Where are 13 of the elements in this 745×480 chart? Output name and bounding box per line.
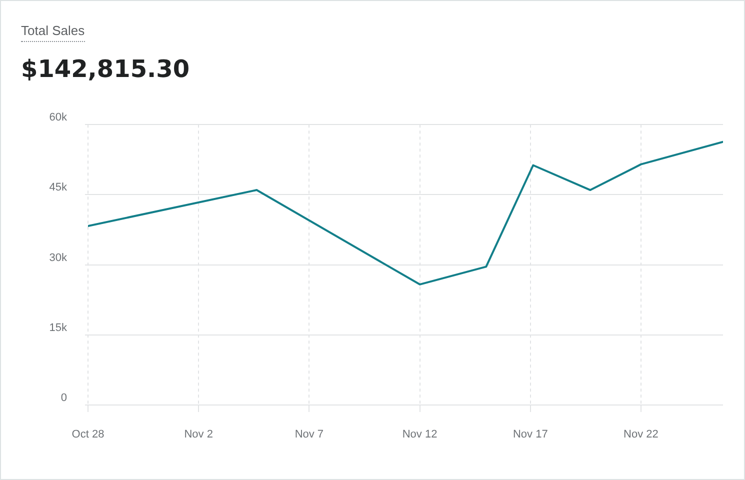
y-tick-label: 15k [49, 322, 68, 334]
y-tick-label: 60k [49, 112, 68, 124]
y-tick-label: 45k [49, 182, 68, 194]
x-tick-label: Nov 17 [512, 428, 548, 441]
y-tick-label: 0 [60, 392, 67, 404]
chart-title: Total Sales [21, 23, 85, 42]
x-tick-label: Nov 2 [184, 428, 213, 441]
x-tick-label: Nov 22 [624, 428, 658, 441]
chart-subtitle: $142,815.30 [21, 54, 190, 84]
y-tick-label: 30k [49, 252, 68, 264]
x-tick-label: Nov 12 [402, 428, 438, 441]
x-tick-label: Oct 28 [72, 428, 104, 441]
x-tick-label: Nov 7 [294, 428, 324, 441]
